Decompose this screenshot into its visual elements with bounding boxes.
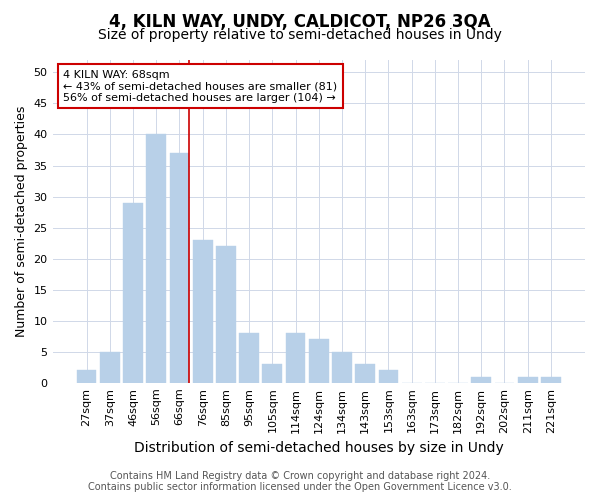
Bar (123, 203, 143, 383)
Bar (216, 246, 236, 383)
Bar (286, 333, 305, 383)
Bar (355, 364, 375, 383)
Y-axis label: Number of semi-detached properties: Number of semi-detached properties (15, 106, 28, 337)
Bar (309, 340, 329, 383)
Bar (262, 364, 282, 383)
Text: 4, KILN WAY, UNDY, CALDICOT, NP26 3QA: 4, KILN WAY, UNDY, CALDICOT, NP26 3QA (109, 12, 491, 30)
Bar (379, 370, 398, 383)
Bar (170, 153, 190, 383)
X-axis label: Distribution of semi-detached houses by size in Undy: Distribution of semi-detached houses by … (134, 441, 503, 455)
Text: 4 KILN WAY: 68sqm
← 43% of semi-detached houses are smaller (81)
56% of semi-det: 4 KILN WAY: 68sqm ← 43% of semi-detached… (63, 70, 337, 103)
Text: Size of property relative to semi-detached houses in Undy: Size of property relative to semi-detach… (98, 28, 502, 42)
Bar (100, 352, 119, 383)
Bar (472, 376, 491, 383)
Bar (77, 370, 97, 383)
Bar (193, 240, 212, 383)
Bar (332, 352, 352, 383)
Bar (541, 376, 561, 383)
Bar (146, 134, 166, 383)
Bar (518, 376, 538, 383)
Text: Contains HM Land Registry data © Crown copyright and database right 2024.
Contai: Contains HM Land Registry data © Crown c… (88, 471, 512, 492)
Bar (239, 333, 259, 383)
